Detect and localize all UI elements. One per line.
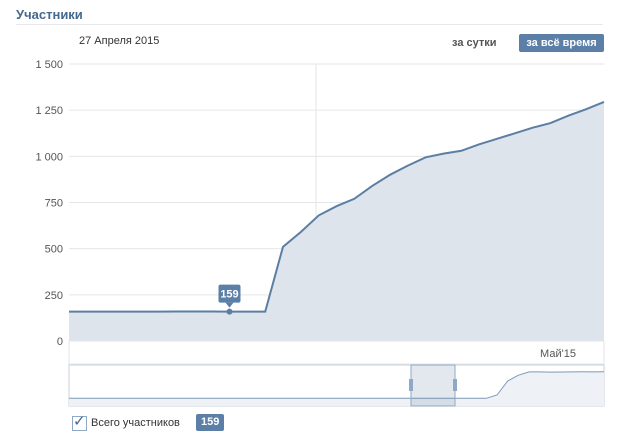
legend-label: Всего участников [91,417,180,429]
tooltip-value: 159 [220,289,238,301]
y-tick-label: 1 000 [35,151,63,163]
navigator-area [69,371,604,406]
series-line [69,100,605,313]
y-tick-label: 500 [45,244,63,256]
y-tick-label: 750 [45,198,63,210]
period-day-button[interactable]: за сутки [452,37,497,49]
legend-value-badge: 159 [196,414,225,431]
legend-checkbox[interactable]: ✓ [72,413,87,431]
navigator-handle-left[interactable] [409,379,413,391]
y-tick-label: 0 [57,336,63,348]
y-tick-label: 250 [45,290,63,302]
title-divider [16,24,603,25]
tooltip-box [218,284,241,303]
current-date: 27 Апреля 2015 [79,35,160,47]
data-point [226,308,233,315]
series-area [69,101,604,342]
navigator-handle-right[interactable] [453,379,457,391]
y-tick-label: 1 250 [35,105,63,117]
section-title: Участники [16,7,83,22]
checkmark-icon: ✓ [73,413,86,430]
tooltip-pointer [225,302,234,308]
y-tick-label: 1 500 [35,59,63,71]
navigator-selection[interactable] [410,364,456,407]
period-all-button[interactable]: за всё время [519,34,604,52]
x-axis-band [68,340,605,365]
x-tick-label: Май'15 [540,348,576,360]
navigator-line [69,371,605,399]
